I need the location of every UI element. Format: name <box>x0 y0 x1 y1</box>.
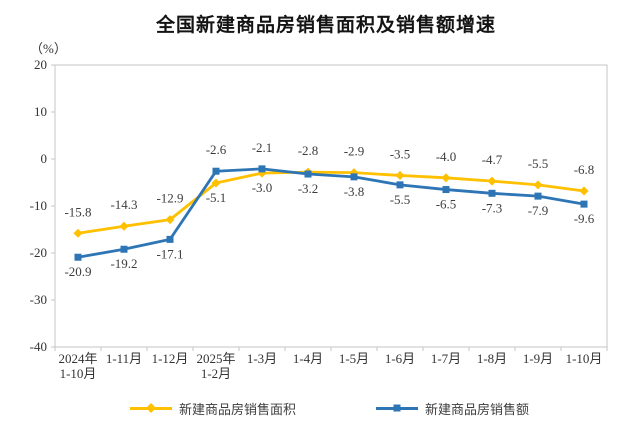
x-axis-label: 1-7月 <box>431 351 461 366</box>
sales-amount-line-swatch <box>376 404 418 412</box>
data-point-label: -7.3 <box>482 200 503 215</box>
y-axis-tick-label: 0 <box>41 151 48 166</box>
data-point-label: -4.7 <box>482 152 503 167</box>
data-point-label: -5.5 <box>528 156 549 171</box>
chart-legend: 新建商品房销售面积 新建商品房销售额 <box>0 399 640 419</box>
data-point-marker-square <box>580 200 588 208</box>
data-point-marker-square <box>166 235 174 243</box>
data-point-label: -6.8 <box>574 162 595 177</box>
data-point-marker-diamond <box>211 178 221 188</box>
legend-item-sales-amount: 新建商品房销售额 <box>376 399 529 417</box>
x-axis-label: 1-8月 <box>477 351 507 366</box>
x-axis-label: 1-3月 <box>247 351 277 366</box>
data-point-label: -15.8 <box>64 204 91 219</box>
y-axis-tick-label: -40 <box>30 339 47 354</box>
data-point-marker-diamond <box>533 180 543 190</box>
data-point-label: -3.2 <box>298 181 319 196</box>
x-axis-label: 1-9月 <box>523 351 553 366</box>
data-point-label: -17.1 <box>156 246 183 261</box>
x-axis-label: 1-12月 <box>152 351 189 366</box>
legend-label-sales-area: 新建商品房销售面积 <box>179 401 297 417</box>
legend-label-sales-amount: 新建商品房销售额 <box>425 401 530 417</box>
data-point-label: -3.5 <box>390 146 411 161</box>
data-point-marker-diamond <box>73 228 83 238</box>
data-point-marker-diamond <box>441 173 451 183</box>
data-point-marker-diamond <box>579 186 589 196</box>
data-point-label: -2.6 <box>206 142 227 157</box>
data-point-label: -6.5 <box>436 197 457 212</box>
data-point-label: -20.9 <box>64 264 91 279</box>
x-axis-label: 1-10月 <box>566 351 603 366</box>
y-axis-tick-label: -10 <box>30 198 47 213</box>
data-point-label: -19.2 <box>110 256 137 271</box>
y-axis-tick-label: 20 <box>34 57 47 72</box>
data-point-label: -5.1 <box>206 190 227 205</box>
data-point-label: -3.8 <box>344 184 365 199</box>
data-point-marker-square <box>212 167 220 175</box>
data-point-label: -4.0 <box>436 149 457 164</box>
data-point-label: -2.1 <box>252 140 273 155</box>
data-point-marker-square <box>74 253 82 261</box>
chart-title: 全国新建商品房销售面积及销售额增速 <box>155 15 496 36</box>
x-axis-label: 1-6月 <box>385 351 415 366</box>
series-line-diamond <box>76 170 586 235</box>
data-point-label: -3.0 <box>252 180 273 195</box>
data-point-marker-diamond <box>119 221 129 231</box>
data-point-label: -14.3 <box>110 197 137 212</box>
data-point-label: -2.9 <box>344 144 365 159</box>
sales-area-line-swatch <box>130 403 172 413</box>
x-axis-label: 1-11月 <box>106 351 142 366</box>
y-axis-tick-label: -20 <box>30 245 47 260</box>
data-point-marker-square <box>442 186 450 194</box>
data-point-marker-square <box>258 165 266 173</box>
data-point-marker-square <box>304 170 312 178</box>
data-point-marker-square <box>120 245 128 253</box>
x-axis-label: 1-4月 <box>293 351 323 366</box>
legend-item-sales-area: 新建商品房销售面积 <box>130 399 296 417</box>
data-point-label: -5.5 <box>390 192 411 207</box>
x-axis-label: 2024年 1-10月 <box>58 351 97 381</box>
data-point-marker-square <box>488 189 496 197</box>
data-point-marker-square <box>350 173 358 181</box>
y-axis-tick-label: 10 <box>34 104 47 119</box>
plot-area-border <box>54 64 608 348</box>
x-axis-label: 2025年 1-2月 <box>196 351 235 381</box>
y-axis-unit-label: （%） <box>30 41 67 56</box>
data-point-label: -9.6 <box>574 211 595 226</box>
data-point-marker-square <box>534 192 542 200</box>
series-line-square <box>76 167 586 259</box>
data-point-label: -7.9 <box>528 203 549 218</box>
diamond-marker-icon <box>146 403 156 413</box>
data-point-marker-square <box>396 181 404 189</box>
square-marker-icon <box>393 404 401 412</box>
data-point-label: -2.8 <box>298 143 319 158</box>
data-point-marker-diamond <box>487 176 497 186</box>
y-axis-tick-label: -30 <box>30 292 47 307</box>
data-point-marker-diamond <box>395 170 405 180</box>
data-point-label: -12.9 <box>156 191 183 206</box>
x-axis-label: 1-5月 <box>339 351 369 366</box>
